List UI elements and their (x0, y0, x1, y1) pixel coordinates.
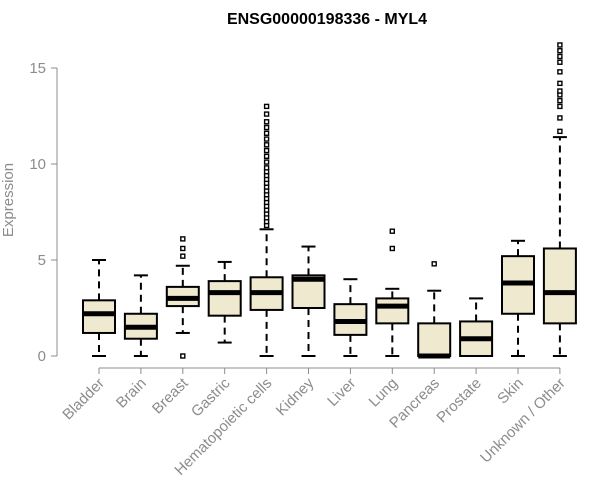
box (207, 280, 242, 317)
outlier-point (263, 153, 270, 160)
chart-title: ENSG00000198336 - MYL4 (227, 11, 427, 28)
outlier-point (263, 165, 270, 171)
plot-area (82, 42, 577, 359)
outlier-point (263, 111, 270, 117)
outlier-point (557, 115, 563, 121)
outlier-point (263, 119, 270, 125)
box-group (501, 239, 535, 357)
box (542, 247, 577, 325)
x-tick-label: Bladder (59, 375, 108, 424)
box-group (165, 236, 200, 359)
outlier-point (180, 353, 186, 359)
box-group (459, 297, 494, 358)
x-tick-label: Lung (366, 375, 402, 411)
box-group (542, 42, 577, 357)
outlier-point (263, 136, 270, 142)
outlier-point (263, 124, 270, 131)
outlier-point (431, 261, 437, 267)
x-tick-label: Liver (324, 375, 359, 410)
x-tick-label: Prostate (433, 375, 485, 427)
outlier-point (557, 53, 563, 60)
box-group (249, 103, 284, 357)
x-tick-label: Kidney (273, 374, 318, 419)
outlier-point (389, 228, 395, 234)
outlier-point (180, 253, 186, 259)
y-axis: 0 5 10 15 (29, 60, 58, 365)
y-tick-label: 10 (29, 156, 46, 173)
outlier-point (557, 42, 563, 48)
outlier-point (389, 245, 395, 252)
outlier-point (557, 59, 563, 65)
box-group (333, 278, 368, 357)
box (417, 322, 452, 357)
box-group (417, 261, 452, 359)
box-group (82, 259, 116, 357)
outlier-point (557, 103, 563, 110)
box-group (375, 228, 410, 357)
y-axis-label: Expression (0, 163, 17, 237)
outlier-point (557, 97, 563, 104)
outlier-point (263, 142, 270, 148)
outlier-point (180, 236, 186, 242)
outlier-point (263, 130, 270, 136)
outlier-point (263, 103, 270, 110)
x-tick-label: Brain (113, 375, 150, 412)
box-group (123, 274, 158, 357)
outlier-point (557, 80, 563, 87)
outlier-point (263, 159, 270, 165)
box-group (207, 260, 242, 344)
box (82, 299, 116, 334)
outlier-point (263, 147, 270, 154)
outlier-point (557, 88, 563, 94)
outlier-point (180, 245, 186, 252)
outlier-point (557, 48, 563, 54)
outlier-point (557, 128, 563, 135)
x-tick-label: Skin (494, 375, 527, 408)
box-group (291, 245, 326, 357)
y-tick-label: 15 (29, 60, 46, 77)
outlier-point (557, 69, 563, 75)
y-tick-label: 5 (38, 252, 46, 269)
x-tick-label: Breast (149, 374, 192, 417)
y-tick-label: 0 (38, 348, 46, 365)
box (375, 297, 410, 325)
